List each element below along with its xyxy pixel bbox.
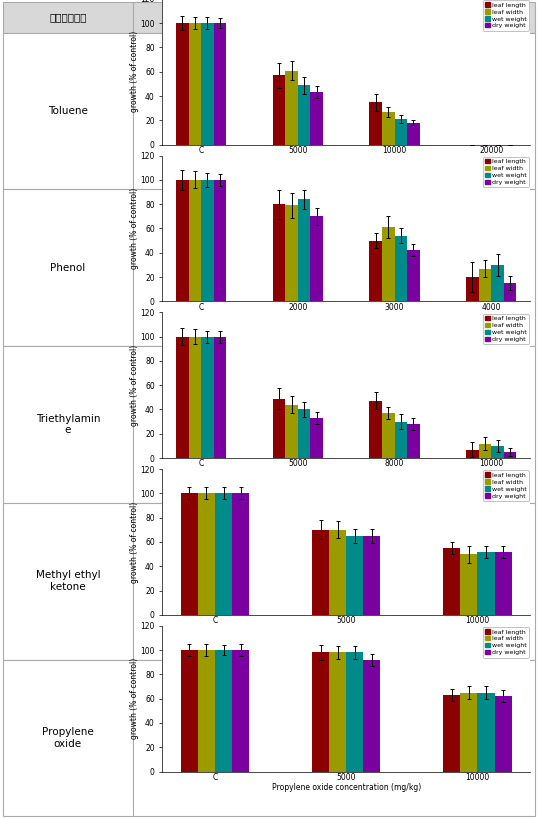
Bar [273, 75, 285, 145]
Bar [394, 421, 407, 458]
Bar [189, 336, 201, 458]
Bar [232, 650, 249, 771]
X-axis label: Propylene oxide concentration (mg/kg): Propylene oxide concentration (mg/kg) [272, 784, 421, 793]
Bar [3, 33, 535, 190]
Bar [273, 204, 285, 301]
Bar [479, 268, 491, 301]
Y-axis label: growth (% of control): growth (% of control) [130, 188, 139, 269]
Bar [198, 493, 215, 615]
Bar [461, 693, 478, 771]
Bar [189, 23, 201, 145]
Bar [181, 650, 198, 771]
Bar [298, 85, 310, 145]
Bar [3, 190, 535, 346]
Bar [363, 536, 380, 615]
Bar [346, 536, 363, 615]
Bar [176, 23, 189, 145]
X-axis label: Methyl ethyl ketone concentration (mg/kg): Methyl ethyl ketone concentration (mg/kg… [264, 627, 428, 636]
Text: Propylene
oxide: Propylene oxide [42, 727, 94, 748]
Bar [491, 446, 504, 458]
Bar [201, 180, 214, 301]
Legend: leaf length, leaf width, wet weight, dry weight: leaf length, leaf width, wet weight, dry… [483, 627, 529, 658]
Bar [491, 265, 504, 301]
Legend: leaf length, leaf width, wet weight, dry weight: leaf length, leaf width, wet weight, dry… [483, 313, 529, 344]
Bar [466, 277, 479, 301]
Y-axis label: growth (% of control): growth (% of control) [130, 344, 139, 426]
Bar [329, 653, 346, 771]
X-axis label: Triethylamine concentration (mg/kg): Triethylamine concentration (mg/kg) [276, 470, 416, 479]
Bar [407, 424, 420, 458]
Text: 실험 결과: 실험 결과 [317, 11, 351, 24]
Text: Phenol: Phenol [51, 263, 86, 273]
Bar [298, 200, 310, 301]
Bar [494, 551, 512, 615]
Bar [310, 92, 323, 145]
X-axis label: Toluene concentration (mg/kg): Toluene concentration (mg/kg) [287, 156, 405, 165]
Bar [394, 119, 407, 145]
Bar [189, 180, 201, 301]
Bar [198, 650, 215, 771]
Text: Methyl ethyl
ketone: Methyl ethyl ketone [36, 570, 100, 592]
Bar [214, 23, 226, 145]
Bar [312, 653, 329, 771]
Bar [215, 493, 232, 615]
Bar [407, 250, 420, 301]
Bar [201, 336, 214, 458]
Bar [3, 659, 535, 816]
Bar [176, 180, 189, 301]
Bar [232, 493, 249, 615]
Bar [214, 180, 226, 301]
Bar [382, 112, 394, 145]
Bar [215, 650, 232, 771]
Text: 대상화학물질: 대상화학물질 [49, 12, 87, 22]
Bar [478, 551, 494, 615]
Bar [273, 398, 285, 458]
Bar [394, 236, 407, 301]
Bar [443, 548, 461, 615]
Bar [3, 346, 535, 503]
Bar [466, 450, 479, 458]
Bar [214, 336, 226, 458]
Bar [181, 493, 198, 615]
Bar [329, 530, 346, 615]
Bar [461, 554, 478, 615]
Bar [285, 405, 298, 458]
Bar [370, 240, 382, 301]
Bar [370, 102, 382, 145]
X-axis label: phenol concentration (mg/kg): phenol concentration (mg/kg) [289, 313, 404, 322]
Legend: leaf length, leaf width, wet weight, dry weight: leaf length, leaf width, wet weight, dry… [483, 0, 529, 30]
Bar [312, 530, 329, 615]
Bar [3, 2, 535, 33]
Bar [443, 695, 461, 771]
Bar [346, 653, 363, 771]
Bar [176, 336, 189, 458]
Bar [494, 696, 512, 771]
Bar [504, 283, 516, 301]
Text: Triethylamin
e: Triethylamin e [36, 414, 100, 435]
Bar [298, 410, 310, 458]
Bar [285, 205, 298, 301]
Text: Toluene: Toluene [48, 106, 88, 116]
Bar [201, 23, 214, 145]
Bar [479, 443, 491, 458]
Bar [285, 70, 298, 145]
Bar [310, 418, 323, 458]
Bar [382, 227, 394, 301]
Y-axis label: growth (% of control): growth (% of control) [130, 501, 139, 582]
Bar [310, 216, 323, 301]
Legend: leaf length, leaf width, wet weight, dry weight: leaf length, leaf width, wet weight, dry… [483, 470, 529, 501]
Bar [407, 123, 420, 145]
Legend: leaf length, leaf width, wet weight, dry weight: leaf length, leaf width, wet weight, dry… [483, 157, 529, 187]
Bar [363, 660, 380, 771]
Bar [370, 401, 382, 458]
Y-axis label: growth (% of control): growth (% of control) [130, 658, 139, 739]
Bar [3, 503, 535, 659]
Y-axis label: growth (% of control): growth (% of control) [130, 31, 139, 112]
Bar [478, 693, 494, 771]
Bar [504, 452, 516, 458]
Bar [382, 413, 394, 458]
